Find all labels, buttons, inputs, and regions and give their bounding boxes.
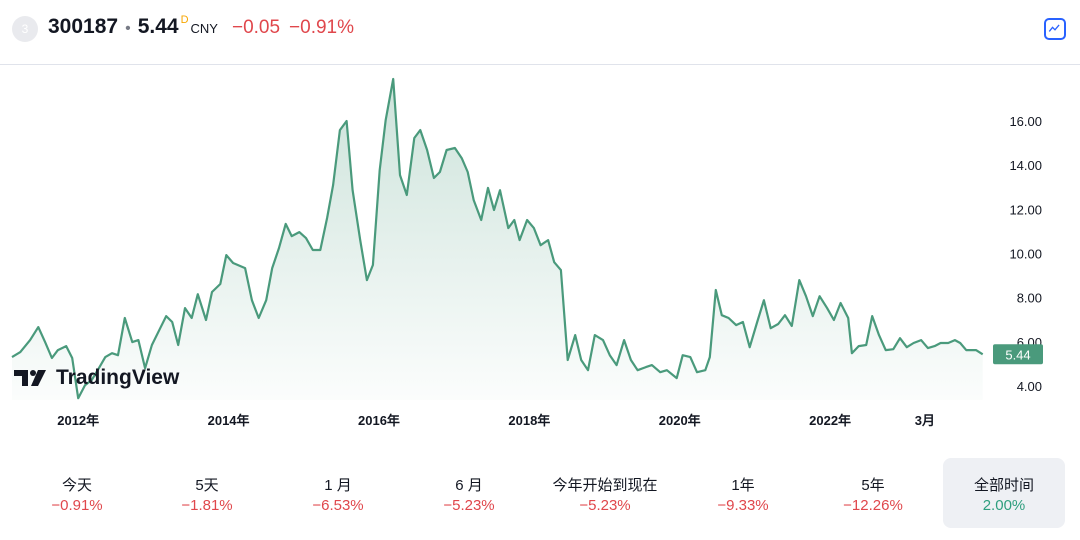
x-tick-label: 3月: [915, 413, 935, 428]
last-price-tag: [993, 344, 1043, 365]
period-change: −0.91%: [51, 497, 103, 514]
logo: TradingView: [14, 366, 179, 390]
price-flag: D: [180, 14, 189, 26]
chart-icon[interactable]: [1044, 18, 1066, 40]
symbol[interactable]: 300187: [48, 15, 119, 38]
y-tick-label: 4.00: [1017, 379, 1042, 394]
period-button[interactable]: 全部时间 2.00%: [943, 458, 1065, 528]
period-change: −6.53%: [312, 497, 364, 514]
period-change: −5.23%: [579, 497, 631, 514]
price: 5.44: [137, 15, 179, 38]
change-percent: −0.91%: [289, 17, 355, 38]
period-button[interactable]: 今年开始到现在 −5.23%: [544, 458, 666, 528]
period-bar: 今天 −0.91% 5天 −1.81% 1 月 −6.53% 6 月 −5.23% 今年开始到现…: [0, 458, 1080, 530]
x-tick-label: 2012年: [57, 413, 99, 428]
price-line: [11, 77, 984, 400]
x-tick-label: 2014年: [208, 413, 250, 428]
x-tick-label: 2022年: [809, 413, 851, 428]
logo-text: TradingView: [56, 366, 180, 389]
period-label: 今年开始到现在: [552, 477, 658, 494]
separator: •: [125, 20, 131, 37]
period-label: 5年: [861, 477, 885, 494]
period-label: 1 月: [324, 477, 352, 494]
period-button[interactable]: 1年 −9.33%: [682, 458, 804, 528]
area-fill: [12, 79, 983, 400]
y-tick-label: 8.00: [1017, 291, 1042, 306]
period-change: −5.23%: [443, 497, 495, 514]
period-label: 6 月: [455, 477, 483, 494]
period-label: 1年: [731, 477, 755, 494]
symbol-badge: 3: [12, 16, 38, 42]
header: 3 300187 • 5.44 D CNY −0.05 −0.91%: [0, 0, 1080, 65]
period-change: −12.26%: [843, 497, 903, 514]
period-button[interactable]: 1 月 −6.53%: [277, 458, 399, 528]
change: −0.05: [231, 17, 281, 38]
period-change: −9.33%: [717, 497, 769, 514]
period-button[interactable]: 5天 −1.81%: [146, 458, 268, 528]
period-label: 5天: [195, 477, 219, 494]
last-price-label: 5.44: [1005, 347, 1030, 362]
logo-icon: [14, 370, 46, 386]
y-tick-label: 12.00: [1009, 202, 1042, 217]
period-button[interactable]: 今天 −0.91%: [16, 458, 138, 528]
quote-row: 300187 • 5.44 D CNY −0.05 −0.91%: [48, 14, 355, 39]
currency: CNY: [190, 21, 218, 36]
period-change: 2.00%: [982, 497, 1026, 514]
x-tick-label: 2018年: [508, 413, 550, 428]
period-label: 全部时间: [973, 477, 1034, 494]
y-tick-label: 10.00: [1009, 247, 1042, 262]
period-label: 今天: [61, 477, 92, 494]
x-tick-label: 2020年: [659, 413, 701, 428]
period-button[interactable]: 5年 −12.26%: [812, 458, 934, 528]
y-tick-label: 16.00: [1009, 114, 1042, 129]
x-tick-label: 2016年: [358, 413, 400, 428]
period-button[interactable]: 6 月 −5.23%: [408, 458, 530, 528]
period-change: −1.81%: [181, 497, 233, 514]
y-tick-label: 14.00: [1009, 158, 1042, 173]
